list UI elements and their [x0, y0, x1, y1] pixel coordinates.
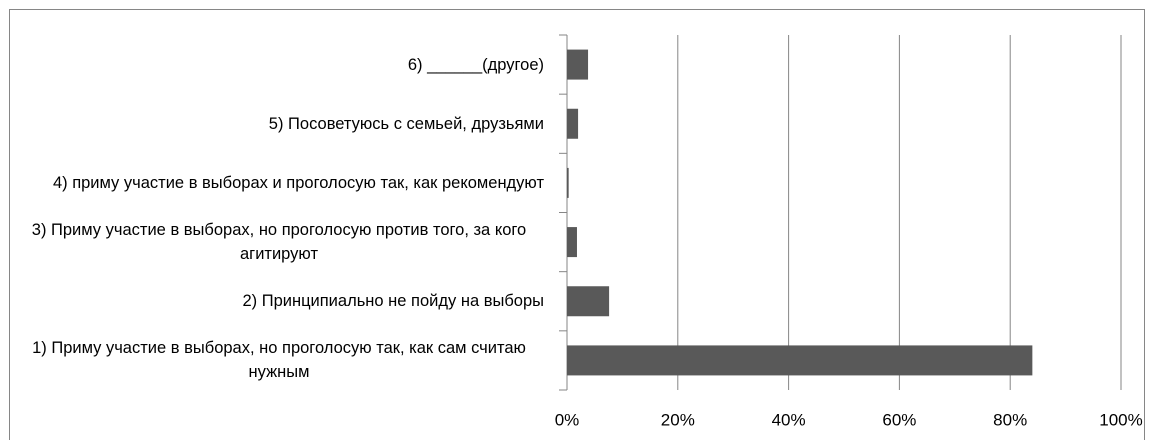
- y-tick-label: 5) Посоветуюсь с семьей, друзьями: [268, 114, 544, 133]
- y-tick-label: 2) Принципиально не пойду на выборы: [242, 292, 544, 311]
- y-tick-label: 1) Приму участие в выборах, но проголосу…: [32, 339, 526, 382]
- x-tick-label: 20%: [661, 410, 695, 429]
- y-tick-label: 3) Приму участие в выборах, но проголосу…: [31, 221, 527, 264]
- y-tick-label: 4) приму участие в выборах и проголосую …: [52, 173, 544, 192]
- x-tick-label: 60%: [882, 410, 916, 429]
- bar: [567, 286, 610, 317]
- category-label-box: 2) Принципиально не пойду на выборы: [242, 273, 544, 329]
- bar: [567, 49, 589, 80]
- bar: [567, 345, 1033, 376]
- x-tick-label: 40%: [772, 410, 806, 429]
- x-tick-label: 0%: [555, 410, 580, 429]
- chart-border: [9, 9, 1145, 440]
- category-label-box: 5) Посоветуюсь с семьей, друзьями: [269, 96, 544, 152]
- y-tick-label: 6) ______(другое): [407, 55, 544, 74]
- category-label-box: 3) Приму участие в выборах, но проголосу…: [14, 214, 544, 270]
- category-label-box: 4) приму участие в выборах и проголосую …: [53, 155, 544, 211]
- category-label-box: 1) Приму участие в выборах, но проголосу…: [14, 332, 544, 388]
- bar: [567, 167, 569, 198]
- bar: [567, 108, 579, 139]
- x-tick-label: 100%: [1099, 410, 1142, 429]
- category-label-box: 6) ______(другое): [408, 37, 544, 93]
- bar: [567, 227, 577, 258]
- x-tick-label: 80%: [993, 410, 1027, 429]
